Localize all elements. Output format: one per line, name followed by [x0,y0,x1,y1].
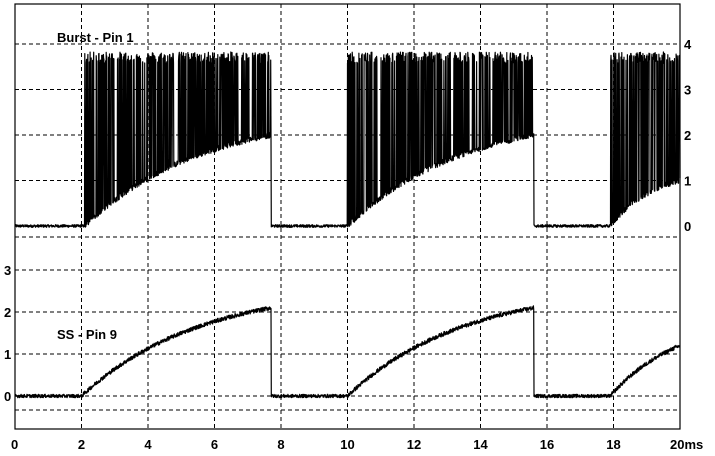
ss-y-tick-label: 3 [4,263,11,278]
x-tick-label: 4 [144,437,152,452]
x-tick-label: 10 [340,437,354,452]
traces [14,51,681,399]
x-tick-label: 6 [211,437,218,452]
x-tick-label: 2 [78,437,85,452]
ss-trace [14,305,681,399]
ss-title: SS - Pin 9 [57,327,117,342]
burst-y-tick-label: 0 [684,219,691,234]
x-tick-label: 14 [473,437,488,452]
burst-y-tick-label: 1 [684,174,691,189]
ss-y-tick-label: 0 [4,389,11,404]
labels: Burst - Pin 1 SS - Pin 9 [57,30,134,342]
ss-y-tick-label: 2 [4,305,11,320]
x-tick-label: 16 [540,437,554,452]
burst-trace [14,51,681,228]
ss-y-tick-label: 1 [4,347,11,362]
x-tick-label: 12 [407,437,421,452]
burst-y-tick-label: 4 [684,37,692,52]
burst-y-tick-label: 2 [684,128,691,143]
x-tick-label: 18 [606,437,620,452]
x-tick-label: 8 [277,437,284,452]
burst-title: Burst - Pin 1 [57,30,134,45]
x-tick-label: 0 [11,437,18,452]
burst-y-tick-label: 3 [684,83,691,98]
chart-frame [14,3,681,430]
x-tick-label: 20ms [670,437,703,452]
